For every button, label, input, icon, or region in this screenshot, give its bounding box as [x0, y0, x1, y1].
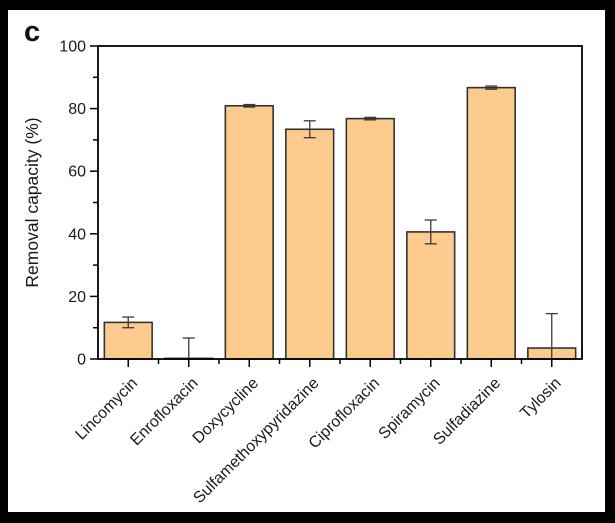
y-axis-title: Removal capacity (%) [22, 117, 42, 287]
bar-ciprofloxacin [345, 117, 395, 360]
error-bar [424, 219, 437, 245]
y-tick-label: 100 [59, 39, 86, 56]
chart-panel: c 0 20 40 60 80 100 Lincomycin Enrofloxacin Doxy… [8, 10, 605, 512]
bar-sulfadiazine [466, 86, 516, 360]
y-tick-label: 0 [77, 352, 86, 369]
panel-label: c [24, 16, 41, 48]
error-bar [243, 103, 256, 108]
y-tick-label: 20 [68, 289, 86, 306]
bar-sulfamethoxypyridazine [285, 128, 335, 360]
bar-chart: 020406080100LincomycinEnrofloxacinDoxycy… [22, 39, 583, 507]
y-tick-label: 40 [68, 226, 86, 243]
error-bar [545, 312, 558, 359]
x-tick-label: Tylosin [517, 375, 564, 422]
y-tick-label: 80 [68, 101, 86, 118]
error-bar [303, 120, 316, 139]
x-axis [127, 359, 553, 367]
error-bar [364, 116, 377, 121]
error-bar [485, 85, 498, 90]
error-bar [122, 316, 135, 329]
x-tick-label: Sulfamethoxypyridazine [190, 375, 322, 507]
bar-spiramycin [406, 231, 456, 360]
y-axis: 0 20 40 60 80 100 [59, 39, 98, 369]
y-tick-label: 60 [68, 164, 86, 181]
bar-doxycycline [224, 104, 274, 360]
